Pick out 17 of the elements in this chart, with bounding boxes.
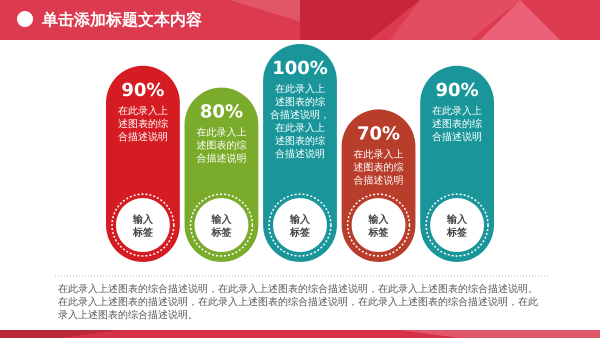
x-tick-label: 输入标签 <box>210 214 232 239</box>
x-tick-label: 输入标签 <box>289 214 311 239</box>
data-label: 90% <box>121 80 164 101</box>
text: 在此录入上述图表的综合描述说明，在此录入上述图表的综合描述说明，在此录入上述图表的综合描述说明。在此录入上述图表的描述说明，在此录入上述图表的综合描述说明，在此录入上述图表的综合描述说明，在此录入上述图表的综合描述说明。 <box>58 283 538 321</box>
data-label: 70% <box>356 123 400 144</box>
data-label: 80% <box>200 102 244 123</box>
data-label: 90% <box>436 80 479 101</box>
x-tick-label: 输入标签 <box>446 214 468 239</box>
annotation: 在此录入上述图表的综合描述说明，在此录入上述图表的综合描述说明 <box>270 83 330 160</box>
annotation: 在此录入上述图表的综合描述说明 <box>432 104 482 143</box>
x-tick-label: 输入标签 <box>132 214 154 239</box>
chart-title: 单击添加标题文本内容 <box>41 10 202 29</box>
data-label: 100% <box>272 58 328 79</box>
x-tick-label: 输入标签 <box>368 214 390 239</box>
annotation: 在此录入上述图表的综合描述说明 <box>196 126 246 165</box>
annotation: 在此录入上述图表的综合描述说明 <box>118 104 168 143</box>
annotation: 在此录入上述图表的综合描述说明 <box>354 148 404 186</box>
